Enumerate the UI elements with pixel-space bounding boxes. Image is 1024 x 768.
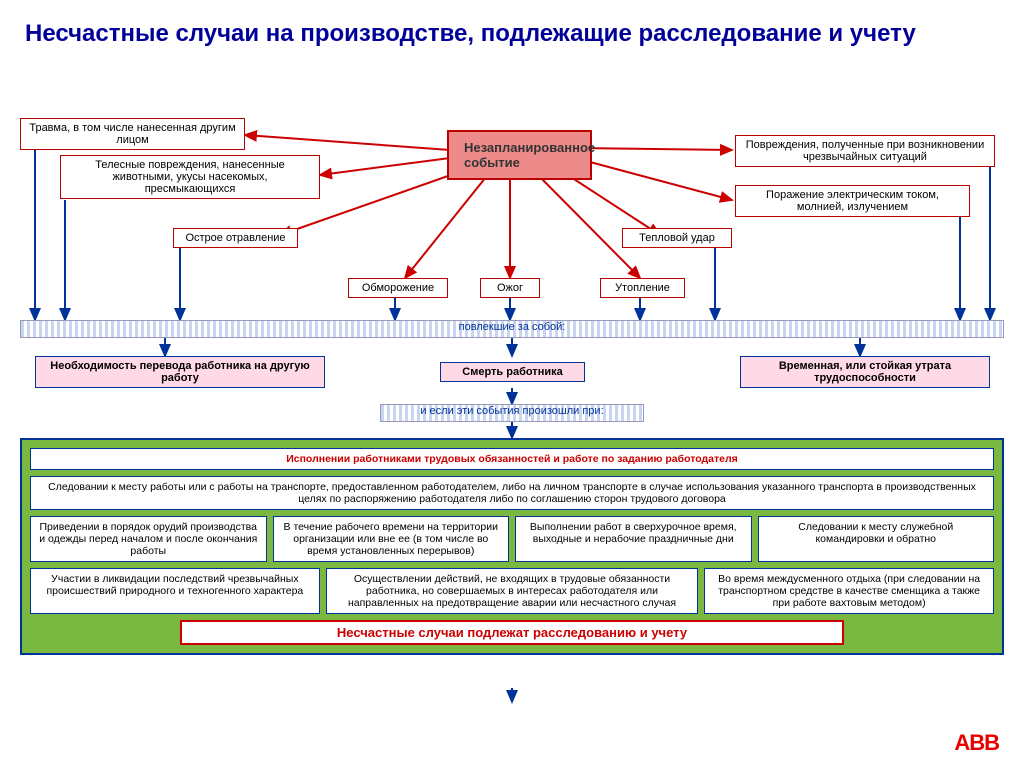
central-event: Незапланированное событие [447, 130, 592, 180]
cons-disability: Временная, или стойкая утрата трудоспосо… [740, 356, 990, 388]
cons-death: Смерть работника [440, 362, 585, 382]
event-poison: Острое отравление [173, 228, 298, 248]
event-burn: Ожог [480, 278, 540, 298]
stripe2-label: и если эти события произошли при: [0, 405, 1024, 417]
circ-6: Следовании к месту служебной командировк… [758, 516, 995, 562]
final-conclusion: Несчастные случаи подлежат расследованию… [180, 620, 844, 645]
stripe1-label: повлекшие за собой: [0, 321, 1024, 333]
event-electric: Поражение электрическим током, молнией, … [735, 185, 970, 217]
circ-9: Во время междусменного отдыха (при следо… [704, 568, 994, 614]
cons-transfer-text: Необходимость перевода работника на друг… [50, 360, 309, 384]
event-frost: Обморожение [348, 278, 448, 298]
event-heat: Тепловой удар [622, 228, 732, 248]
event-emergency: Повреждения, полученные при возникновени… [735, 135, 995, 167]
circ-3: Приведении в порядок орудий производства… [30, 516, 267, 562]
event-drown: Утопление [600, 278, 685, 298]
circ-7: Участии в ликвидации последствий чрезвыч… [30, 568, 320, 614]
cons-disability-text: Временная, или стойкая утрата трудоспосо… [779, 360, 951, 384]
circ-2: Следовании к месту работы или с работы н… [30, 476, 994, 510]
cons-transfer: Необходимость перевода работника на друг… [35, 356, 325, 388]
page-title: Несчастные случаи на производстве, подле… [0, 0, 1024, 53]
circumstances-panel: Исполнении работниками трудовых обязанно… [20, 438, 1004, 655]
circ-4: В течение рабочего времени на территории… [273, 516, 510, 562]
event-trauma: Травма, в том числе нанесенная другим ли… [20, 118, 245, 150]
circ-1: Исполнении работниками трудовых обязанно… [30, 448, 994, 470]
circ-8: Осуществлении действий, не входящих в тр… [326, 568, 698, 614]
event-bodily: Телесные повреждения, нанесенные животны… [60, 155, 320, 199]
abb-logo: ABB [954, 730, 999, 756]
circ-5: Выполнении работ в сверхурочное время, в… [515, 516, 752, 562]
